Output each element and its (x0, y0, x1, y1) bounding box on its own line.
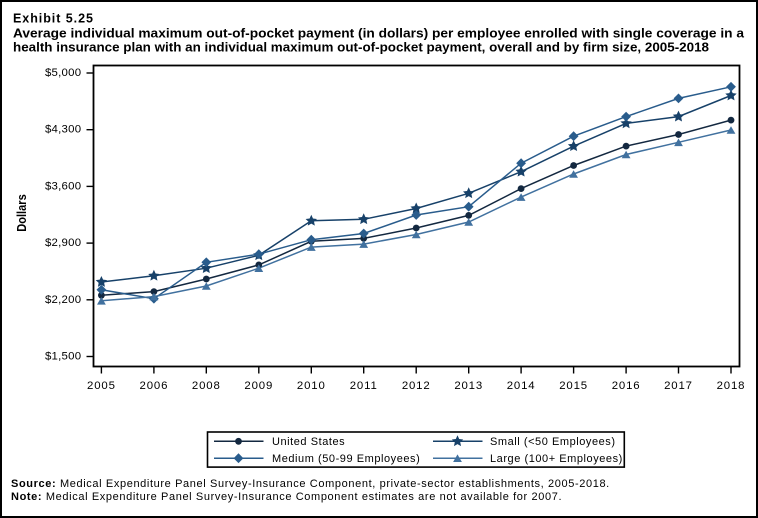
svg-text:health insurance plan with an: health insurance plan with an individual… (13, 41, 709, 55)
svg-text:Small (<50 Employees): Small (<50 Employees) (490, 436, 616, 448)
svg-text:$2,200: $2,200 (45, 294, 81, 306)
svg-text:2010: 2010 (297, 380, 326, 392)
svg-text:2017: 2017 (664, 380, 693, 392)
svg-text:2006: 2006 (140, 380, 169, 392)
svg-text:2014: 2014 (507, 380, 536, 392)
svg-text:United States: United States (272, 436, 345, 448)
svg-text:2005: 2005 (87, 380, 116, 392)
svg-text:$3,600: $3,600 (45, 180, 81, 192)
svg-text:2012: 2012 (402, 380, 431, 392)
svg-text:Exhibit 5.25: Exhibit 5.25 (13, 12, 94, 26)
svg-text:Average individual maximum out: Average individual maximum out-of-pocket… (13, 26, 745, 40)
svg-text:$5,000: $5,000 (45, 67, 81, 79)
svg-text:Source: Medical Expenditure Pa: Source: Medical Expenditure Panel Survey… (11, 478, 610, 490)
svg-text:$4,300: $4,300 (45, 124, 81, 136)
svg-text:Dollars: Dollars (15, 194, 29, 232)
svg-text:$2,900: $2,900 (45, 237, 81, 249)
svg-text:Note: Medical Expenditure Pane: Note: Medical Expenditure Panel Survey-I… (11, 491, 562, 503)
svg-text:2009: 2009 (244, 380, 273, 392)
svg-text:2011: 2011 (350, 380, 378, 392)
svg-text:Medium (50-99 Employees): Medium (50-99 Employees) (272, 453, 420, 465)
svg-text:Large (100+ Employees): Large (100+ Employees) (490, 453, 623, 465)
svg-text:2015: 2015 (559, 380, 588, 392)
svg-text:2016: 2016 (612, 380, 641, 392)
svg-text:2013: 2013 (454, 380, 483, 392)
svg-text:2008: 2008 (192, 380, 221, 392)
svg-text:$1,500: $1,500 (45, 351, 81, 363)
svg-text:2018: 2018 (717, 380, 746, 392)
